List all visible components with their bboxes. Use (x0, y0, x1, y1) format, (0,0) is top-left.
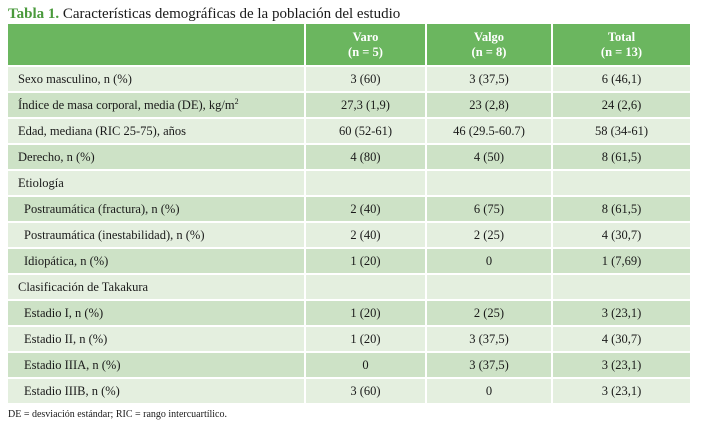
cell-valgo: 0 (426, 377, 553, 403)
table-header-row: Varo (n = 5) Valgo (n = 8) Total (n = 13… (8, 24, 690, 66)
cell-varo (305, 169, 427, 196)
cell-total: 3 (23,1) (552, 299, 690, 326)
cell-varo: 1 (20) (305, 247, 427, 274)
caption-label: Tabla 1. (8, 6, 60, 22)
header-cell-varo: Varo (n = 5) (305, 24, 427, 66)
cell-valgo: 46 (29.5-60.7) (426, 117, 553, 144)
row-label-superscript: 2 (234, 96, 239, 106)
cell-valgo: 0 (426, 247, 553, 274)
cell-total: 8 (61,5) (552, 143, 690, 170)
table-footnote: DE = desviación estándar; RIC = rango in… (8, 409, 227, 420)
cell-varo: 0 (305, 351, 427, 378)
cell-valgo: 3 (37,5) (426, 325, 553, 352)
row-label: Postraumática (inestabilidad), n (%) (8, 221, 306, 248)
cell-valgo: 23 (2,8) (426, 91, 553, 118)
header-total-name: Total (607, 29, 636, 44)
table-row-postraumatica-inestabilidad: Postraumática (inestabilidad), n (%) 2 (… (8, 221, 690, 248)
cell-valgo: 2 (25) (426, 299, 553, 326)
table-row-idiopatica: Idiopática, n (%) 1 (20) 0 1 (7,69) (8, 247, 690, 274)
cell-varo: 3 (60) (305, 377, 427, 403)
header-varo-n: (n = 5) (348, 44, 383, 59)
row-label: Derecho, n (%) (8, 143, 306, 170)
row-label: Postraumática (fractura), n (%) (8, 195, 306, 222)
header-cell-valgo: Valgo (n = 8) (426, 24, 553, 66)
row-label: Edad, mediana (RIC 25-75), años (8, 117, 306, 144)
table-row-takakura-section: Clasificación de Takakura (8, 273, 690, 300)
table-row-estadio-i: Estadio I, n (%) 1 (20) 2 (25) 3 (23,1) (8, 299, 690, 326)
header-valgo-n: (n = 8) (471, 44, 507, 59)
cell-total: 1 (7,69) (552, 247, 690, 274)
cell-varo: 2 (40) (305, 195, 427, 222)
cell-total: 58 (34-61) (552, 117, 690, 144)
cell-total: 6 (46,1) (552, 65, 690, 92)
cell-valgo: 3 (37,5) (426, 351, 553, 378)
table-row-edad: Edad, mediana (RIC 25-75), años 60 (52-6… (8, 117, 690, 144)
table-row-sexo-masculino: Sexo masculino, n (%) 3 (60) 3 (37,5) 6 … (8, 65, 690, 92)
cell-total: 4 (30,7) (552, 221, 690, 248)
cell-valgo: 6 (75) (426, 195, 553, 222)
cell-total: 3 (23,1) (552, 351, 690, 378)
cell-total: 4 (30,7) (552, 325, 690, 352)
section-label: Clasificación de Takakura (8, 273, 306, 300)
cell-varo: 27,3 (1,9) (305, 91, 427, 118)
cell-varo: 1 (20) (305, 299, 427, 326)
cell-valgo: 4 (50) (426, 143, 553, 170)
section-label: Etiología (8, 169, 306, 196)
row-label: Estadio II, n (%) (8, 325, 306, 352)
demographics-table: Varo (n = 5) Valgo (n = 8) Total (n = 13… (8, 24, 690, 403)
table-row-estadio-iiib: Estadio IIIB, n (%) 3 (60) 0 3 (23,1) (8, 377, 690, 403)
cell-valgo (426, 169, 553, 196)
cell-varo: 60 (52-61) (305, 117, 427, 144)
table-row-estadio-iiia: Estadio IIIA, n (%) 0 3 (37,5) 3 (23,1) (8, 351, 690, 378)
cell-varo: 2 (40) (305, 221, 427, 248)
header-total-n: (n = 13) (600, 44, 643, 59)
header-cell-total: Total (n = 13) (552, 24, 690, 66)
cell-varo: 4 (80) (305, 143, 427, 170)
row-label: Índice de masa corporal, media (DE), kg/… (8, 91, 306, 118)
cell-total: 3 (23,1) (552, 377, 690, 403)
row-label-text: Índice de masa corporal, media (DE), kg/… (18, 97, 235, 112)
cell-total (552, 169, 690, 196)
table-row-derecho: Derecho, n (%) 4 (80) 4 (50) 8 (61,5) (8, 143, 690, 170)
table-row-imc: Índice de masa corporal, media (DE), kg/… (8, 91, 690, 118)
cell-total: 8 (61,5) (552, 195, 690, 222)
table-row-estadio-ii: Estadio II, n (%) 1 (20) 3 (37,5) 4 (30,… (8, 325, 690, 352)
caption-title: Características demográficas de la pobla… (62, 6, 401, 22)
header-cell-empty (8, 24, 306, 66)
cell-varo: 1 (20) (305, 325, 427, 352)
cell-varo (305, 273, 427, 300)
cell-total: 24 (2,6) (552, 91, 690, 118)
row-label: Idiopática, n (%) (8, 247, 306, 274)
row-label: Estadio I, n (%) (8, 299, 306, 326)
row-label: Sexo masculino, n (%) (8, 65, 306, 92)
cell-valgo (426, 273, 553, 300)
table-row-postraumatica-fractura: Postraumática (fractura), n (%) 2 (40) 6… (8, 195, 690, 222)
header-varo-name: Varo (352, 29, 379, 44)
cell-varo: 3 (60) (305, 65, 427, 92)
row-label: Estadio IIIA, n (%) (8, 351, 306, 378)
cell-valgo: 2 (25) (426, 221, 553, 248)
header-valgo-name: Valgo (473, 29, 505, 44)
cell-total (552, 273, 690, 300)
cell-valgo: 3 (37,5) (426, 65, 553, 92)
row-label: Estadio IIIB, n (%) (8, 377, 306, 403)
table-caption: Tabla 1. Características demográficas de… (8, 4, 400, 24)
table-row-etiologia-section: Etiología (8, 169, 690, 196)
